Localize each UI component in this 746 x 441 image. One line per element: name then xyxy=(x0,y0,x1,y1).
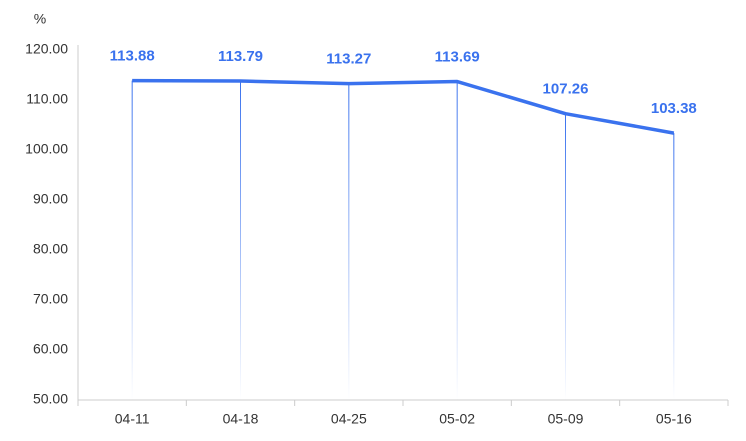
x-tick-label: 04-25 xyxy=(331,411,367,427)
x-tick-label: 05-16 xyxy=(656,411,692,427)
x-tick-label: 05-02 xyxy=(439,411,475,427)
drop-line xyxy=(131,80,133,400)
x-tick-label: 05-09 xyxy=(548,411,584,427)
value-label: 113.79 xyxy=(218,48,263,65)
y-tick-label: 50.00 xyxy=(33,391,68,407)
y-tick-label: 120.00 xyxy=(25,41,68,57)
y-tick-label: 60.00 xyxy=(33,341,68,357)
drop-line xyxy=(565,113,566,400)
y-tick-label: 70.00 xyxy=(33,291,68,307)
y-tick-label: 90.00 xyxy=(33,191,68,207)
y-tick-label: 100.00 xyxy=(25,141,68,157)
x-tick-label: 04-18 xyxy=(223,411,259,427)
x-tick-label: 04-11 xyxy=(115,411,150,427)
drop-line xyxy=(456,81,458,401)
line xyxy=(132,78,675,135)
y-axis-label: % xyxy=(34,11,46,27)
drop-line xyxy=(348,83,350,401)
value-label: 103.38 xyxy=(651,100,697,117)
drop-line xyxy=(673,133,675,400)
value-label: 113.69 xyxy=(435,49,480,66)
y-tick-label: 80.00 xyxy=(33,241,68,257)
drop-line xyxy=(240,81,241,401)
value-label: 107.26 xyxy=(543,81,589,98)
y-tick-label: 110.00 xyxy=(26,91,68,107)
value-label: 113.27 xyxy=(326,51,371,68)
value-label: 113.88 xyxy=(110,48,155,65)
